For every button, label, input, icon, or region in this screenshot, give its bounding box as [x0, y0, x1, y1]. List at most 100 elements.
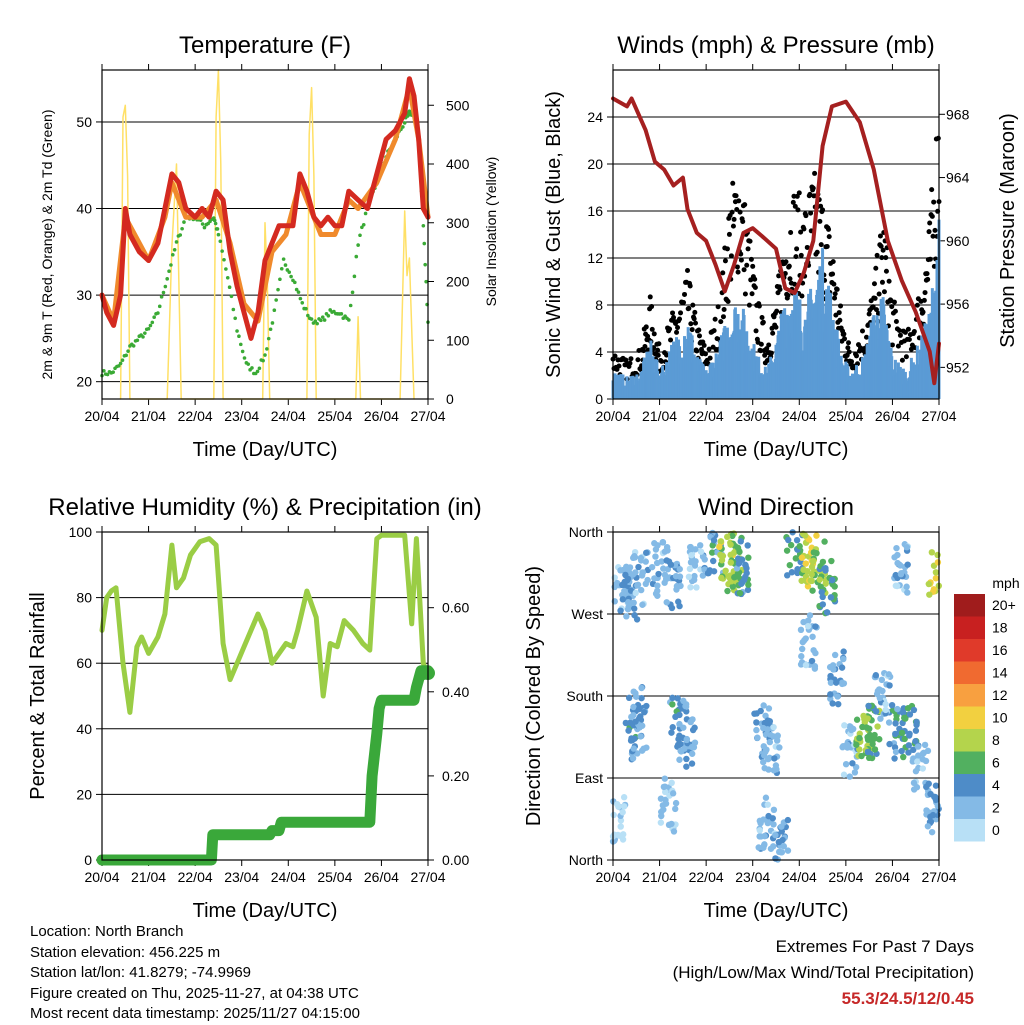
direction-point [632, 589, 639, 597]
direction-point [668, 729, 675, 736]
dewpoint-point [156, 311, 160, 315]
direction-point [744, 586, 752, 594]
x-tick-label: 25/04 [317, 869, 352, 885]
y-tick-label: 40 [76, 721, 92, 737]
direction-point [928, 828, 936, 836]
dewpoint-point [141, 335, 145, 339]
x-tick-label: 27/04 [921, 408, 956, 424]
direction-point [667, 561, 675, 568]
direction-point [798, 653, 805, 660]
direction-point [776, 744, 783, 751]
direction-point [620, 803, 628, 810]
direction-point [672, 799, 680, 807]
x-tick-label: 24/04 [782, 869, 817, 885]
direction-point [659, 539, 667, 546]
dewpoint-point [165, 277, 169, 281]
dewpoint-point [172, 247, 177, 252]
direction-point [657, 819, 665, 826]
direction-point [864, 736, 872, 743]
gust-point [724, 246, 730, 252]
gust-point [795, 207, 801, 213]
dewpoint-point [315, 321, 319, 326]
direction-point [928, 549, 936, 556]
dewpoint-point [320, 315, 325, 319]
gust-point [812, 170, 818, 176]
gust-point [796, 190, 802, 196]
direction-point [821, 538, 828, 545]
dewpoint-point [293, 280, 297, 285]
dewpoint-point [182, 220, 186, 224]
direction-point [688, 551, 695, 559]
pressure-line [611, 96, 941, 386]
direction-point [629, 571, 637, 578]
dewpoint-point [216, 232, 221, 237]
direction-point [808, 577, 815, 584]
direction-point [794, 569, 801, 577]
gust-point [753, 328, 759, 334]
x-tick-label: 20/04 [84, 869, 119, 885]
direction-point [788, 569, 796, 576]
gust-point [777, 286, 783, 292]
gust-point [830, 259, 836, 265]
dewpoint-point [423, 262, 428, 267]
dewpoint-point [265, 347, 269, 351]
gust-point [814, 249, 820, 255]
direction-point [668, 779, 675, 787]
direction-point [774, 732, 781, 739]
gust-point [897, 332, 903, 338]
direction-point [885, 719, 893, 726]
x-axis-label-3: Time (Day/UTC) [193, 900, 338, 922]
direction-point [827, 672, 834, 680]
direction-point [634, 750, 641, 757]
gust-point [846, 340, 852, 346]
plot-frame [612, 69, 940, 400]
direction-point [886, 740, 893, 748]
direction-point [793, 536, 801, 544]
gust-point [921, 297, 927, 303]
gust-point [692, 309, 698, 315]
gust-point [873, 307, 879, 313]
direction-point [893, 544, 900, 552]
direction-point [635, 705, 643, 713]
direction-point [932, 782, 940, 789]
direction-point [769, 815, 776, 822]
direction-point [932, 575, 940, 582]
direction-point [833, 679, 840, 686]
direction-point [661, 775, 669, 782]
direction-point [683, 755, 690, 763]
x-tick-label: 25/04 [317, 408, 352, 424]
direction-point [661, 579, 668, 586]
created-text: Figure created on Thu, 2025-11-27, at 04… [30, 984, 359, 1002]
gust-point [643, 324, 649, 330]
direction-point [654, 542, 661, 549]
gust-point [731, 216, 737, 222]
gust-point [831, 281, 837, 287]
direction-point [828, 557, 835, 565]
chart-title-4: Wind Direction [698, 494, 854, 521]
gust-point [866, 311, 872, 317]
plot-frame [101, 69, 429, 400]
gust-point [914, 302, 920, 308]
direction-point [708, 549, 716, 556]
direction-point [904, 561, 911, 568]
direction-point [615, 803, 622, 810]
dewpoint-point [167, 269, 171, 274]
direction-point [770, 767, 777, 774]
gust-point [832, 291, 838, 297]
y-axis-label-2: Sonic Wind & Gust (Blue, Black) [543, 91, 565, 378]
dewpoint-point [263, 353, 267, 357]
gust-point [746, 302, 752, 308]
dewpoint-point [157, 304, 162, 309]
dewpoint-point [352, 274, 357, 279]
gust-point [798, 252, 804, 258]
dewpoint-point [227, 285, 232, 289]
gust-point [744, 262, 750, 268]
y2-tick-label: 0.60 [442, 600, 469, 616]
dewpoint-point [319, 318, 323, 323]
x-tick-label: 21/04 [642, 408, 677, 424]
direction-point [757, 707, 764, 715]
direction-point [878, 676, 886, 684]
extremes-subtitle: (High/Low/Max Wind/Total Precipitation) [672, 963, 974, 982]
gust-point [742, 291, 748, 297]
dewpoint-point [360, 225, 364, 230]
